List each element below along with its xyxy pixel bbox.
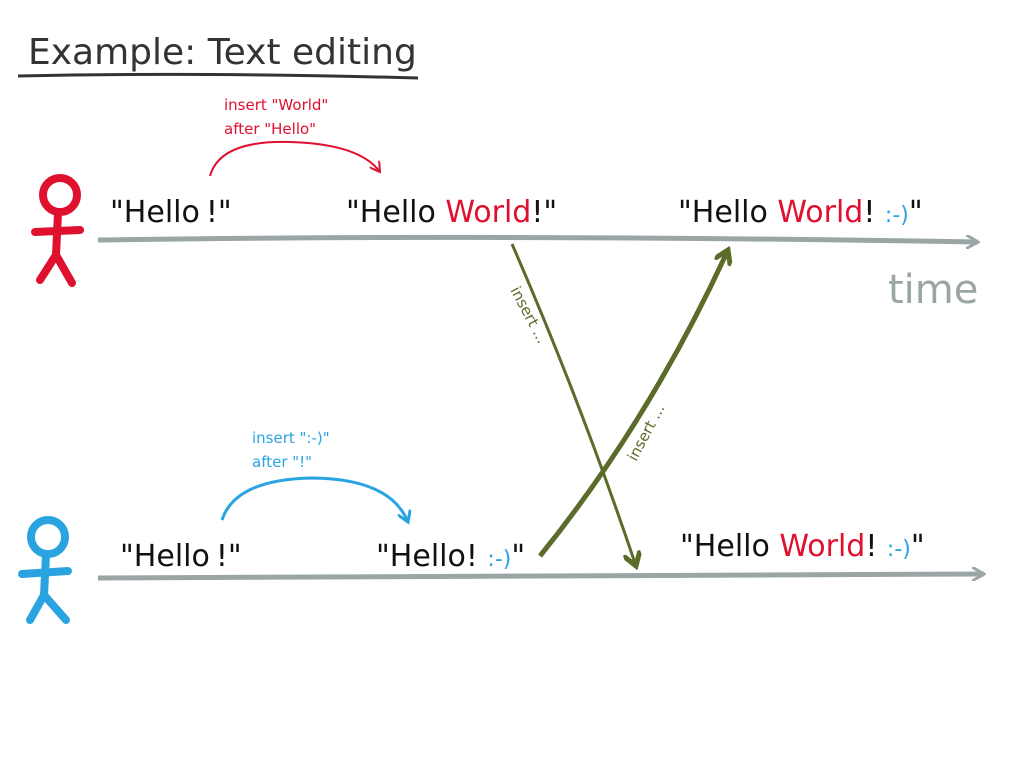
user2-doc-3: "Hello World! :-)" (680, 529, 925, 564)
user1-stick-figure-icon (31, 174, 84, 287)
user2-doc-2: "Hello! :-)" (376, 539, 525, 574)
user1-op-arrow (209, 140, 380, 177)
sync-label-down: insert ... (506, 283, 551, 346)
user2-op-note-line1: insert ":-)" (252, 429, 330, 447)
page-title: Example: Text editing (28, 32, 417, 73)
timeline-user2 (97, 574, 984, 578)
user2-doc-1: "Hello !" (120, 539, 242, 574)
timeline-user1 (97, 237, 978, 242)
user2-op-note-line2: after "!" (252, 453, 312, 471)
user1-doc-2: "Hello World!" (346, 195, 557, 230)
user1-doc-3: "Hello World! :-)" (678, 195, 923, 230)
user1-op-note-line2: after "Hello" (224, 120, 316, 138)
user2-op-arrow (220, 476, 408, 522)
sync-arrow-user1-to-user2 (510, 243, 636, 566)
user1-doc-1: "Hello !" (110, 195, 232, 230)
sync-arrow-user2-to-user1 (538, 250, 728, 558)
user1-op-note-line1: insert "World" (224, 96, 328, 114)
time-axis-label: time (888, 267, 978, 313)
title-underline (17, 72, 419, 80)
user2-stick-figure-icon (18, 516, 72, 624)
